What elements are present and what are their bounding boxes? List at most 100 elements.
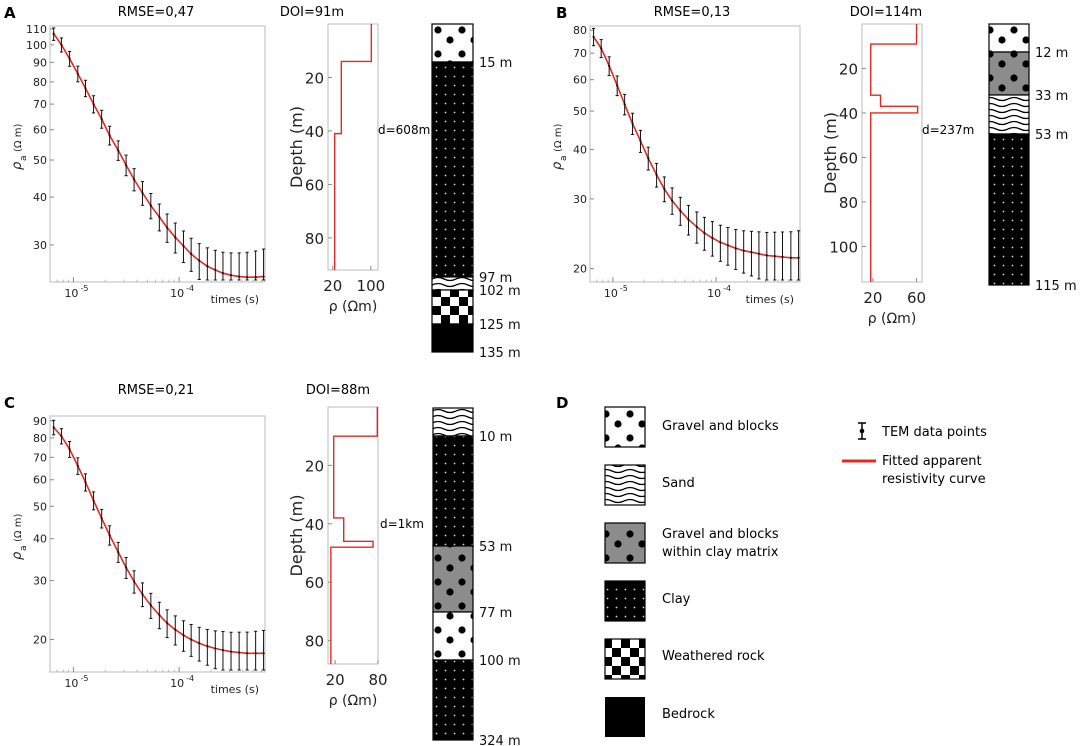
x-tick-exponent: -5 (80, 674, 88, 683)
y-tick-label: 90 (33, 56, 47, 69)
y-axis-unit: (Ω m) (13, 124, 24, 152)
tem-data-point (68, 448, 71, 451)
tem-data-point (631, 122, 634, 125)
litho-column-b: 12 m 33 m 53 m 115 m (988, 23, 1077, 294)
legend-swatch-weathered (604, 638, 646, 680)
panel-b-rmse: RMSE=0,13 (654, 5, 731, 20)
column-depth-label: 115 m (1035, 279, 1077, 294)
tem-data-point (158, 215, 161, 219)
tem-data-point (60, 43, 63, 46)
tem-data-point (166, 226, 169, 229)
column-layer-clay (988, 133, 1030, 286)
y-tick-label: 70 (33, 451, 47, 464)
column-depth-label: 53 m (479, 540, 512, 555)
column-depth-label: 324 m (479, 734, 521, 746)
tem-data-point (592, 35, 595, 38)
tem-data-point (108, 534, 111, 537)
y-axis-symbol: ρ (550, 161, 565, 170)
y-tick-label: 30 (33, 239, 47, 252)
tem-data-point (214, 647, 217, 650)
tem-data-point (616, 84, 619, 87)
model-y-label: Depth (m) (287, 106, 306, 188)
legend-label-bedrock: Bedrock (662, 707, 715, 722)
y-tick-label: 70 (33, 98, 47, 111)
model-y-label: Depth (m) (821, 112, 840, 194)
tem-data-point (149, 604, 152, 607)
tem-data-point (238, 651, 241, 654)
legend-label-gravel: Gravel and blocks (662, 419, 779, 434)
y-axis-unit: (Ω m) (13, 514, 24, 542)
tem-data-point (182, 634, 185, 637)
fit-plot-frame (49, 25, 266, 283)
panel-c-distance: d=1km (380, 517, 424, 531)
tem-data-point (141, 191, 144, 195)
tem-data-point (695, 225, 698, 228)
panel-b-distance: d=237m (922, 123, 974, 137)
x-tick-label: 10 (64, 677, 78, 690)
tem-data-point (703, 231, 706, 235)
legend-label-weathered: Weathered rock (662, 649, 765, 664)
tem-data-point (221, 272, 225, 275)
tem-data-point (229, 274, 233, 277)
tem-data-point (198, 259, 201, 262)
fitted-curve (53, 426, 264, 655)
tem-data-point (60, 434, 63, 438)
tem-data-point (229, 650, 233, 653)
litho-column-c: 10 m 53 m 77 m 100 m 324 m (432, 407, 521, 746)
tem-data-point (221, 648, 225, 652)
fit-plot-frame (589, 25, 801, 283)
tem-data-point (100, 517, 103, 520)
tem-data-point (141, 593, 144, 596)
y-tick-label: 60 (573, 74, 587, 87)
tem-data-point (679, 209, 682, 212)
y-tick-label: 80 (33, 432, 47, 445)
legend-error-bar-icon (858, 422, 866, 440)
y-tick-label: 50 (33, 500, 47, 513)
y-axis-label: ρa (Ω m) (10, 514, 29, 560)
tem-data-point (206, 645, 209, 648)
x-tick-exponent: -5 (620, 284, 628, 293)
x-tick-label: 10 (170, 677, 184, 690)
depth-tick-label: 40 (305, 516, 324, 534)
legend-label-gravel-clay-1: Gravel and blocks (662, 527, 779, 542)
x-tick-label: 10 (170, 287, 184, 300)
tem-data-point (687, 218, 690, 221)
tem-data-point (600, 47, 603, 50)
tem-data-point (190, 252, 193, 256)
x-axis-label: times (s) (211, 293, 259, 306)
column-layer-gravel (432, 611, 474, 661)
tem-data-point (214, 268, 217, 272)
tem-data-point (639, 139, 642, 143)
y-axis-symbol: ρ (10, 551, 25, 560)
legend-label-tem: TEM data points (881, 425, 987, 440)
model-y-label-group: Depth (m) (287, 495, 306, 577)
column-depth-label: 53 m (1035, 128, 1068, 143)
model-plot-frame (861, 23, 923, 283)
rho-tick-label: 80 (368, 671, 387, 689)
panel-c-id: C (4, 394, 15, 412)
column-depth-label: 10 m (479, 430, 512, 445)
panel-c-rmse: RMSE=0,21 (118, 383, 195, 398)
model-y-label: Depth (m) (287, 495, 306, 577)
y-tick-label: 100 (26, 39, 47, 52)
panel-b-doi: DOI=114m (850, 5, 922, 20)
column-layer-gravel (988, 23, 1030, 53)
model-plot-b: 20 40 60 80 100 20 60 ρ (Ωm) Depth (m) (821, 23, 926, 327)
y-axis-subscript: a (19, 545, 29, 551)
tem-data-point (647, 157, 650, 160)
x-tick-label: 10 (707, 287, 721, 300)
tem-data-point (789, 256, 792, 259)
tem-data-point (757, 252, 761, 255)
x-tick-exponent: -4 (186, 284, 194, 293)
rho-tick-label: 20 (863, 289, 882, 307)
y-tick-label: 80 (33, 76, 47, 89)
model-x-label: ρ (Ωm) (329, 299, 378, 315)
tem-data-point (238, 275, 241, 278)
model-x-label: ρ (Ωm) (868, 311, 917, 327)
column-depth-label: 125 m (479, 318, 521, 333)
column-layer-clay (431, 61, 474, 278)
tem-data-point (158, 613, 161, 616)
